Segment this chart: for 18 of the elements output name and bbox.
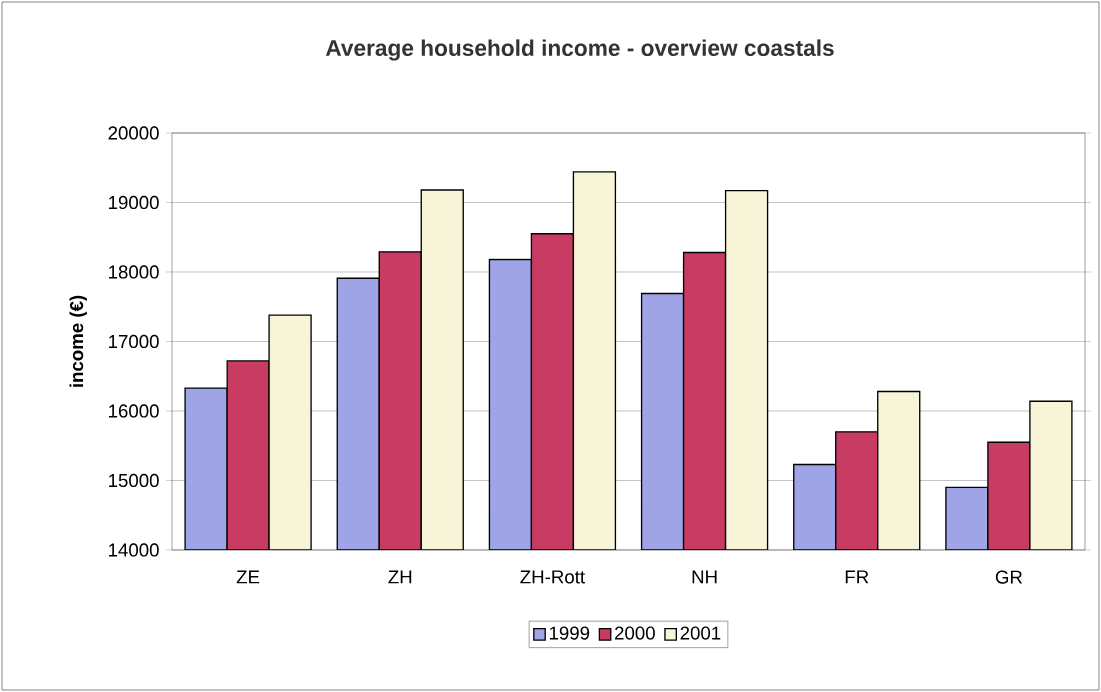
x-tick-label: ZE — [236, 570, 260, 584]
x-tick-label: ZH — [388, 570, 412, 584]
y-tick-label: 19000 — [109, 195, 159, 210]
x-tick-label: GR — [995, 570, 1023, 584]
y-tick-label: 16000 — [109, 404, 159, 418]
legend-label: 1999 — [549, 626, 590, 640]
y-tick-label: 20000 — [108, 126, 159, 140]
legend-label: 2000 — [615, 626, 655, 640]
y-tick-label: 14000 — [109, 543, 159, 557]
y-tick-label: 18000 — [109, 265, 159, 279]
x-tick-label: FR — [845, 570, 869, 584]
legend-label: 2001 — [680, 626, 721, 640]
y-axis-title: income (€) — [69, 295, 87, 387]
x-tick-label: NH — [692, 570, 717, 584]
y-tick-label: 17000 — [109, 334, 159, 349]
chart-title: Average household income - overview coastals — [325, 39, 834, 61]
x-tick-label: ZH-Rott — [520, 570, 585, 584]
y-tick-label: 15000 — [109, 473, 159, 488]
